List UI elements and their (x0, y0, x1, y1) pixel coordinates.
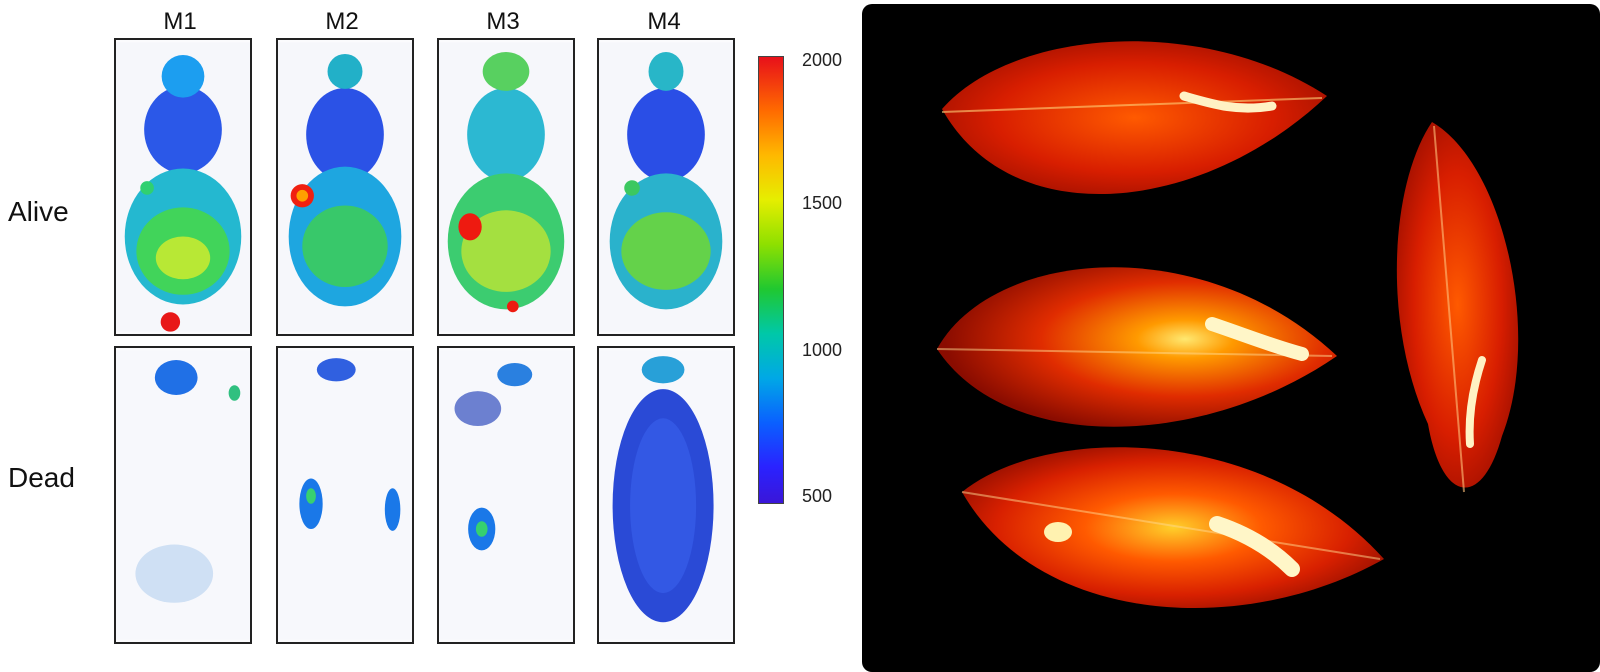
leaf-3-bright-spot (1044, 522, 1072, 542)
leaf-4-vein (1433, 125, 1465, 493)
mouse-image (439, 350, 573, 640)
mouse-image (599, 350, 733, 640)
thumb-dead-m2 (276, 346, 414, 644)
luminescence-panel: M1 M2 M3 M4 Alive Dead (8, 8, 858, 644)
column-label-m2: M2 (325, 8, 359, 35)
fluorescence-leaves-panel (862, 4, 1600, 672)
colorbar-tick-1000: 1000 (802, 340, 843, 360)
leaf-1-vein (941, 97, 1323, 113)
mouse-image (116, 42, 250, 332)
row-label-dead: Dead (8, 462, 75, 493)
colorbar: 2000 1500 1000 500 (758, 50, 858, 516)
mouse-image (116, 350, 250, 640)
leaf-4-highlight (1465, 356, 1486, 448)
leaf-2-highlight (1205, 317, 1309, 361)
thumb-alive-m4 (597, 38, 735, 336)
mouse-image (439, 42, 573, 332)
mouse-image (278, 42, 412, 332)
mouse-image (278, 350, 412, 640)
thumb-dead-m3 (437, 346, 575, 644)
leaves-image (936, 41, 1519, 608)
leaf-1 (942, 41, 1327, 195)
column-label-m1: M1 (163, 8, 197, 35)
thumb-alive-m2 (276, 38, 414, 336)
colorbar-tick-2000: 2000 (802, 50, 843, 70)
column-label-m4: M4 (647, 8, 681, 35)
leaf-1-highlight (1179, 91, 1277, 113)
leaf-4 (1396, 122, 1519, 488)
column-label-m3: M3 (486, 8, 520, 35)
leaf-2-vein (936, 348, 1333, 357)
leaf-2 (937, 267, 1337, 427)
row-label-alive: Alive (8, 196, 69, 227)
mouse-image (599, 42, 733, 332)
thumb-dead-m1 (114, 346, 252, 644)
colorbar-tick-1500: 1500 (802, 193, 843, 213)
colorbar-gradient (758, 56, 784, 504)
leaf-3 (962, 447, 1384, 608)
leaf-3-vein (961, 491, 1381, 560)
thumb-alive-m1 (114, 38, 252, 336)
thumb-dead-m4 (597, 346, 735, 644)
thumb-alive-m3 (437, 38, 575, 336)
leaf-3-highlight (1209, 516, 1300, 577)
colorbar-tick-500: 500 (802, 486, 833, 506)
